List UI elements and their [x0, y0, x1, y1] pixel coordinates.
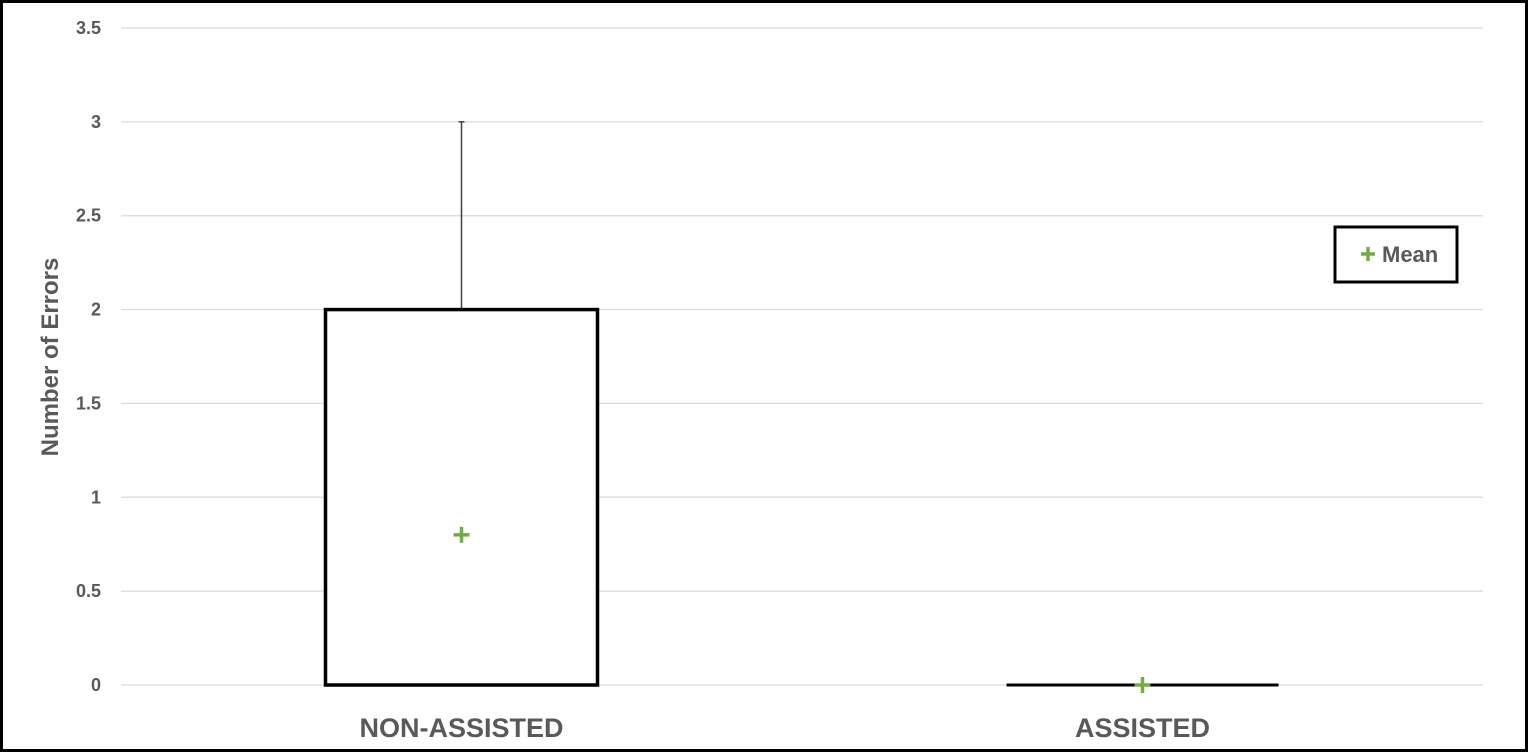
y-tick-label: 1.5 — [76, 393, 101, 413]
x-category-label: ASSISTED — [1075, 713, 1210, 743]
y-tick-label: 0 — [91, 675, 101, 695]
x-category-label: NON-ASSISTED — [359, 713, 563, 743]
box-body — [323, 307, 600, 687]
mean-marker — [453, 526, 470, 543]
legend-mean-marker — [1361, 247, 1375, 261]
y-tick-label: 2.5 — [76, 206, 101, 226]
y-tick-label: 1 — [91, 487, 101, 507]
box-non-assisted — [323, 121, 600, 687]
boxes — [323, 121, 1279, 693]
y-tick-label: 3.5 — [76, 18, 101, 38]
box-assisted — [1006, 677, 1279, 693]
y-tick-label: 2 — [91, 300, 101, 320]
y-axis-ticks: 0 0.5 1 1.5 2 2.5 3 3.5 — [76, 18, 101, 695]
legend: Mean — [1333, 225, 1459, 284]
y-tick-label: 3 — [91, 112, 101, 132]
y-axis-label: Number of Errors — [37, 258, 64, 457]
y-tick-label: 0.5 — [76, 581, 101, 601]
legend-label-mean: Mean — [1382, 242, 1438, 267]
legend-box — [1333, 225, 1459, 284]
mean-marker — [1134, 677, 1151, 693]
x-axis-categories: NON-ASSISTED ASSISTED — [359, 713, 1210, 743]
box-plot-chart: 0 0.5 1 1.5 2 2.5 3 3.5 NON-ASSISTED ASSISTED Nu… — [37, 18, 1483, 743]
